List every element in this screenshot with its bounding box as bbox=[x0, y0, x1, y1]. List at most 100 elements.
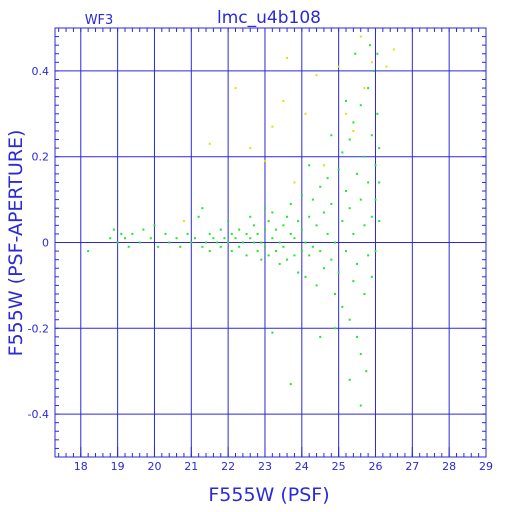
data-point bbox=[205, 241, 208, 244]
data-point bbox=[374, 164, 377, 167]
x-tick-label: 18 bbox=[74, 460, 88, 473]
data-point bbox=[227, 220, 230, 223]
data-point bbox=[286, 215, 289, 218]
data-point bbox=[271, 331, 274, 334]
data-point bbox=[249, 237, 252, 240]
data-point bbox=[241, 241, 244, 244]
data-points bbox=[87, 35, 395, 407]
outlier-point bbox=[282, 99, 285, 102]
outlier-point bbox=[286, 57, 289, 60]
data-point bbox=[223, 237, 226, 240]
x-tick-label: 29 bbox=[479, 460, 493, 473]
x-tick-label: 25 bbox=[332, 460, 346, 473]
data-point bbox=[249, 215, 252, 218]
axis-ticks: 18 19 20 21 22 23 24 25 26 27 28 29 -0.4 -0.2 0 0.2 0.4 bbox=[28, 27, 493, 473]
data-point bbox=[319, 185, 322, 188]
data-point bbox=[300, 228, 303, 231]
data-point bbox=[363, 292, 366, 295]
data-point bbox=[359, 353, 362, 356]
outlier-point bbox=[345, 112, 348, 115]
data-point bbox=[267, 220, 270, 223]
data-point bbox=[345, 190, 348, 193]
data-point bbox=[348, 138, 351, 141]
data-point bbox=[275, 228, 278, 231]
data-point bbox=[337, 168, 340, 171]
data-point bbox=[341, 151, 344, 154]
outlier-point bbox=[249, 147, 252, 150]
plot-frame bbox=[54, 27, 487, 458]
data-point bbox=[149, 237, 152, 240]
data-point bbox=[304, 275, 307, 278]
data-point bbox=[230, 250, 233, 253]
data-point bbox=[293, 254, 296, 257]
data-point bbox=[186, 232, 189, 235]
data-point bbox=[348, 378, 351, 381]
chart-title: lmc_u4b108 bbox=[217, 8, 321, 28]
outlier-point bbox=[359, 35, 362, 38]
data-point bbox=[127, 245, 130, 248]
data-point bbox=[365, 370, 368, 373]
data-point bbox=[378, 220, 381, 223]
data-point bbox=[330, 134, 333, 137]
y-tick-label: 0 bbox=[42, 237, 49, 250]
data-point bbox=[308, 215, 311, 218]
data-point bbox=[376, 52, 379, 55]
data-point bbox=[271, 237, 274, 240]
data-point bbox=[297, 220, 300, 223]
outlier-point bbox=[304, 112, 307, 115]
data-point bbox=[319, 250, 322, 253]
data-point bbox=[319, 335, 322, 338]
outlier-point bbox=[322, 164, 325, 167]
data-point bbox=[352, 232, 355, 235]
data-point bbox=[356, 335, 359, 338]
y-tick-label: 0.2 bbox=[32, 151, 50, 164]
data-point bbox=[168, 241, 171, 244]
data-point bbox=[275, 250, 278, 253]
data-point bbox=[278, 262, 281, 265]
x-tick-label: 27 bbox=[405, 460, 419, 473]
y-axis-label: F555W (PSF-APERTURE) bbox=[5, 130, 27, 357]
x-tick-label: 21 bbox=[184, 460, 198, 473]
y-tick-label: 0.4 bbox=[32, 65, 50, 78]
data-point bbox=[297, 271, 300, 274]
x-tick-label: 22 bbox=[221, 460, 235, 473]
data-point bbox=[311, 245, 314, 248]
data-point bbox=[238, 245, 241, 248]
data-point bbox=[256, 232, 259, 235]
data-point bbox=[271, 211, 274, 214]
grid-lines bbox=[55, 28, 487, 457]
data-point bbox=[378, 147, 381, 150]
data-point bbox=[326, 232, 329, 235]
data-point bbox=[376, 112, 379, 115]
data-point bbox=[252, 224, 255, 227]
data-point bbox=[367, 181, 370, 184]
data-point bbox=[245, 254, 248, 257]
data-point bbox=[322, 267, 325, 270]
outlier-point bbox=[293, 181, 296, 184]
data-point bbox=[348, 318, 351, 321]
data-point bbox=[212, 237, 215, 240]
data-point bbox=[120, 232, 123, 235]
data-point bbox=[308, 164, 311, 167]
outlier-point bbox=[271, 125, 274, 128]
data-point bbox=[322, 211, 325, 214]
data-point bbox=[363, 155, 366, 158]
chart-subtitle: WF3 bbox=[85, 13, 114, 28]
data-point bbox=[87, 250, 90, 253]
data-point bbox=[300, 250, 303, 253]
outlier-point bbox=[208, 142, 211, 145]
data-point bbox=[190, 241, 193, 244]
data-point bbox=[330, 202, 333, 205]
data-point bbox=[354, 52, 357, 55]
data-point bbox=[326, 177, 329, 180]
data-point bbox=[356, 262, 359, 265]
data-point bbox=[278, 241, 281, 244]
data-point bbox=[216, 241, 219, 244]
data-point bbox=[359, 198, 362, 201]
data-point bbox=[208, 232, 211, 235]
data-point bbox=[219, 245, 222, 248]
data-point bbox=[300, 194, 303, 197]
data-point bbox=[201, 207, 204, 210]
data-point bbox=[374, 198, 377, 201]
